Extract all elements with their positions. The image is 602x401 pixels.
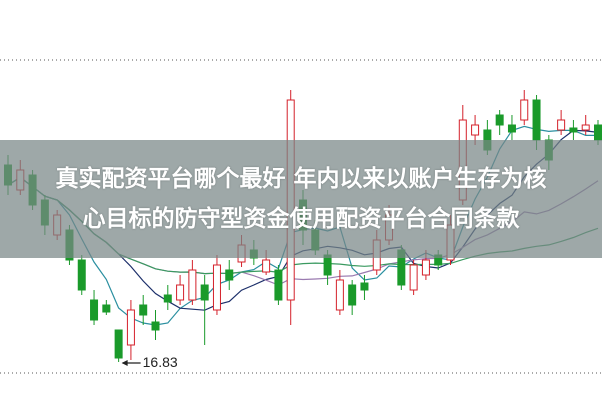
candle-body	[114, 329, 123, 359]
candle-body	[139, 304, 148, 316]
annotation-arrow-head	[121, 360, 128, 366]
candle-body	[323, 254, 332, 276]
candle-body	[520, 99, 529, 121]
candle-body	[409, 264, 418, 291]
candle-body	[495, 114, 504, 126]
candle-body	[348, 284, 357, 306]
candle-body	[188, 269, 197, 301]
headline-banner: 真实配资平台哪个最好 年内以来以账户生存为核 心目标的防守型资金使用配资平台合同…	[0, 140, 602, 258]
candle-body	[274, 269, 283, 301]
candle-body	[262, 259, 271, 273]
candle-body	[90, 299, 99, 321]
candle-body	[77, 259, 86, 291]
candle-body	[421, 259, 430, 276]
candle-body	[532, 99, 541, 141]
headline-line-1: 真实配资平台哪个最好 年内以来以账户生存为核	[55, 166, 547, 192]
candle-body	[176, 284, 185, 301]
candle-body	[335, 279, 344, 311]
candle-body	[507, 124, 516, 133]
candle-body	[200, 284, 209, 301]
candle-body	[557, 119, 566, 131]
candle-body	[569, 127, 578, 133]
candle-body	[212, 264, 221, 311]
candle-body	[581, 124, 590, 131]
candle-body	[225, 269, 234, 281]
candle-body	[126, 309, 135, 346]
headline-line-2: 心目标的防守型资金使用配资平台合同条款	[82, 206, 520, 232]
low-price-annotation: 16.83	[142, 354, 178, 370]
candle-body	[471, 124, 480, 136]
candle-body	[360, 282, 369, 291]
candle-body	[594, 124, 602, 141]
candle-body	[163, 294, 172, 303]
candle-body	[151, 321, 160, 331]
candle-body	[102, 304, 111, 313]
